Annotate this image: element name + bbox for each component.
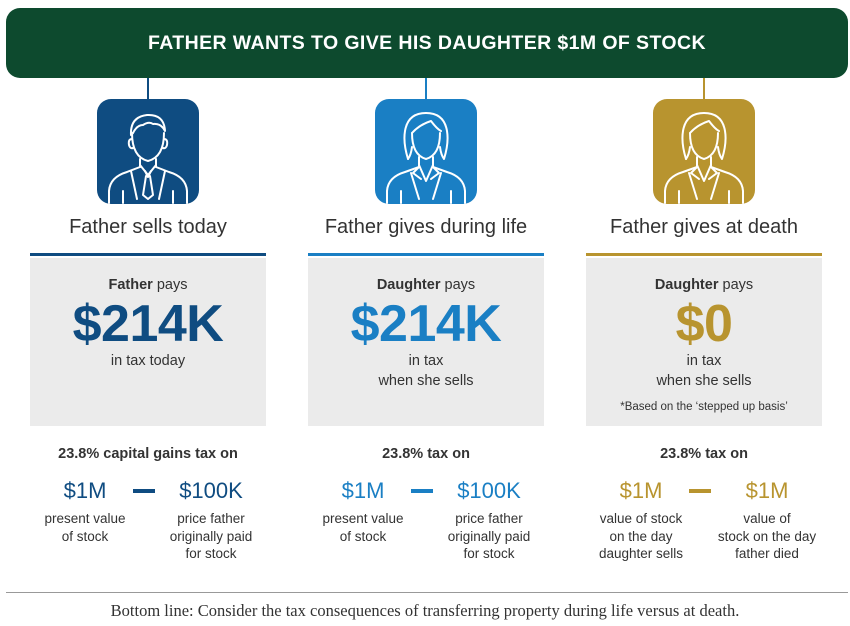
divider bbox=[308, 253, 544, 256]
tax-rate-line: 23.8% tax on bbox=[660, 446, 748, 462]
scenario-heading: Father sells today bbox=[69, 216, 227, 238]
desc-line: daughter sells bbox=[598, 546, 684, 561]
scenario-gives-during-life: Father gives during life Daughter pays $… bbox=[308, 0, 544, 626]
desc-line: value of stock bbox=[599, 511, 683, 526]
right-value: $1M bbox=[745, 478, 789, 503]
scenario-heading: Father gives during life bbox=[324, 216, 528, 238]
left-description: present value of stock bbox=[304, 510, 422, 545]
payer-verb: pays bbox=[152, 277, 188, 293]
desc-line: on the day bbox=[609, 528, 673, 544]
desc-line: of stock bbox=[339, 528, 387, 544]
scenario-heading: Father gives at death bbox=[610, 216, 798, 238]
divider bbox=[586, 253, 822, 256]
tax-amount: $214K bbox=[72, 295, 224, 353]
father-icon bbox=[97, 99, 199, 204]
left-description: present value of stock bbox=[26, 510, 144, 545]
connector-line-2 bbox=[425, 78, 427, 100]
tax-amount: $214K bbox=[350, 295, 502, 353]
minus-sign bbox=[411, 489, 433, 493]
desc-line: price father bbox=[177, 511, 245, 526]
right-description: value of stock on the day father died bbox=[708, 510, 826, 563]
desc-line: father died bbox=[735, 546, 799, 561]
tax-note-line-1: in tax bbox=[686, 353, 722, 369]
connector-line-3 bbox=[703, 78, 705, 100]
desc-line: value of bbox=[743, 511, 791, 526]
right-value: $100K bbox=[179, 478, 243, 503]
payer-name: Father bbox=[108, 277, 153, 293]
left-value: $1M bbox=[341, 478, 385, 503]
payer-label: Daughter pays bbox=[586, 277, 822, 293]
divider bbox=[30, 253, 266, 256]
right-value: $100K bbox=[457, 478, 521, 503]
minus-sign bbox=[689, 489, 711, 493]
desc-line: originally paid bbox=[169, 528, 253, 544]
tax-note-line-2: when she sells bbox=[656, 373, 752, 389]
tax-note-line-1: in tax today bbox=[110, 353, 186, 369]
tax-note: in tax today bbox=[30, 351, 266, 371]
desc-line: stock on the day bbox=[717, 528, 817, 544]
banner-title: FATHER WANTS TO GIVE HIS DAUGHTER $1M OF… bbox=[148, 31, 706, 54]
desc-line: present value bbox=[322, 511, 404, 526]
left-value: $1M bbox=[619, 478, 663, 503]
title-banner: FATHER WANTS TO GIVE HIS DAUGHTER $1M OF… bbox=[6, 8, 848, 78]
minus-sign bbox=[133, 489, 155, 493]
daughter-icon bbox=[653, 99, 755, 204]
tax-note-line-1: in tax bbox=[408, 353, 444, 369]
right-description: price father originally paid for stock bbox=[152, 510, 270, 563]
tax-amount: $0 bbox=[675, 295, 733, 353]
desc-line: present value bbox=[44, 511, 126, 526]
footnote: *Based on the ‘stepped up basis’ bbox=[620, 401, 788, 413]
tax-card: Daughter pays $214K in tax when she sell… bbox=[308, 258, 544, 426]
desc-line: originally paid bbox=[447, 528, 531, 544]
payer-name: Daughter bbox=[376, 277, 441, 293]
desc-line: for stock bbox=[185, 546, 237, 561]
payer-verb: pays bbox=[718, 277, 754, 293]
payer-name: Daughter bbox=[654, 277, 719, 293]
scenario-father-sells: Father sells today Father pays $214K in … bbox=[30, 0, 266, 626]
payer-verb: pays bbox=[440, 277, 476, 293]
payer-label: Daughter pays bbox=[308, 277, 544, 293]
tax-card: Daughter pays $0 in tax when she sells *… bbox=[586, 258, 822, 426]
tax-rate-line: 23.8% capital gains tax on bbox=[58, 446, 238, 462]
desc-line: price father bbox=[455, 511, 523, 526]
connector-line-1 bbox=[147, 78, 149, 100]
tax-note: in tax when she sells bbox=[308, 351, 544, 391]
right-description: price father originally paid for stock bbox=[430, 510, 548, 563]
tax-card: Father pays $214K in tax today bbox=[30, 258, 266, 426]
left-description: value of stock on the day daughter sells bbox=[582, 510, 700, 563]
tax-note: in tax when she sells bbox=[586, 351, 822, 391]
footer-divider bbox=[6, 592, 848, 593]
desc-line: of stock bbox=[61, 528, 109, 544]
scenario-gives-at-death: Father gives at death Daughter pays $0 i… bbox=[586, 0, 822, 626]
tax-rate-line: 23.8% tax on bbox=[382, 446, 470, 462]
daughter-icon bbox=[375, 99, 477, 204]
desc-line: for stock bbox=[463, 546, 515, 561]
tax-note-line-2: when she sells bbox=[378, 373, 474, 389]
payer-label: Father pays bbox=[30, 277, 266, 293]
left-value: $1M bbox=[63, 478, 107, 503]
bottom-line-text: Bottom line: Consider the tax consequenc… bbox=[110, 601, 740, 620]
